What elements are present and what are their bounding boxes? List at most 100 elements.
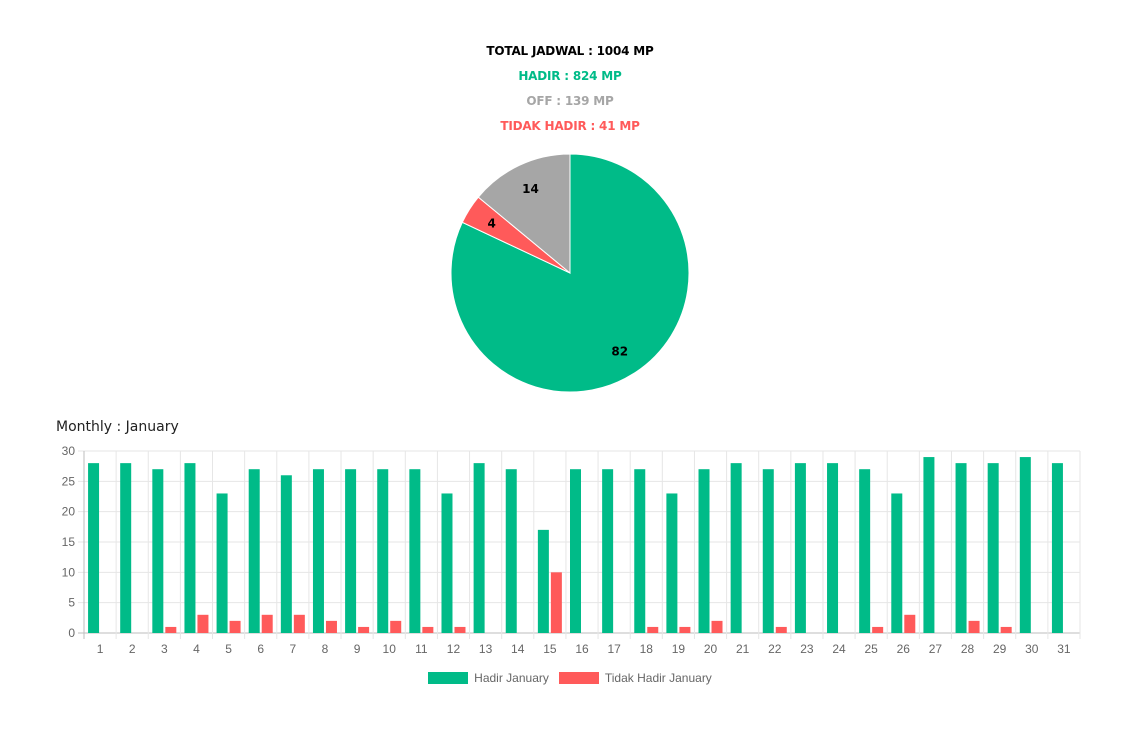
x-tick-label: 28	[961, 642, 975, 656]
bar-hadir[interactable]	[634, 469, 646, 633]
bar-tidak-hadir[interactable]	[261, 614, 273, 633]
x-tick-label: 11	[415, 642, 428, 656]
x-tick-label: 2	[129, 642, 136, 656]
bar-hadir[interactable]	[859, 469, 871, 633]
bar-tidak-hadir[interactable]	[711, 620, 723, 633]
bar-tidak-hadir[interactable]	[358, 626, 370, 633]
bar-hadir[interactable]	[505, 469, 517, 633]
bar-hadir[interactable]	[377, 469, 389, 633]
bar-tidak-hadir[interactable]	[1000, 626, 1012, 633]
bar-hadir[interactable]	[987, 463, 999, 633]
x-tick-label: 29	[993, 642, 1007, 656]
bar-hadir[interactable]	[280, 475, 292, 633]
bar-hadir[interactable]	[473, 463, 485, 633]
bar-hadir[interactable]	[570, 469, 581, 633]
bar-hadir[interactable]	[345, 469, 357, 633]
x-tick-label: 25	[864, 642, 878, 656]
bar-hadir[interactable]	[184, 463, 196, 633]
bar-hadir[interactable]	[1051, 463, 1063, 633]
bar-hadir[interactable]	[827, 463, 839, 633]
legend-label-tidak-hadir: Tidak Hadir January	[604, 671, 712, 685]
bar-tidak-hadir[interactable]	[422, 626, 434, 633]
bar-tidak-hadir[interactable]	[454, 626, 466, 633]
bar-hadir[interactable]	[730, 463, 742, 633]
bar-hadir[interactable]	[923, 457, 935, 633]
bar-chart-legend: Hadir January Tidak Hadir January	[0, 671, 1140, 685]
x-tick-label: 4	[193, 642, 200, 656]
y-tick-label: 0	[68, 626, 75, 640]
bar-hadir[interactable]	[120, 463, 132, 633]
y-tick-label: 30	[62, 444, 76, 458]
x-tick-label: 15	[543, 642, 557, 656]
y-tick-label: 20	[62, 505, 76, 519]
x-tick-label: 8	[322, 642, 329, 656]
x-tick-label: 31	[1057, 642, 1071, 656]
x-tick-label: 16	[575, 642, 589, 656]
y-tick-label: 10	[62, 565, 76, 579]
x-tick-label: 1	[97, 642, 104, 656]
bar-tidak-hadir[interactable]	[550, 572, 562, 633]
summary-tidak-hadir: TIDAK HADIR : 41 MP	[500, 119, 640, 133]
bar-tidak-hadir[interactable]	[679, 626, 691, 633]
bar-tidak-hadir[interactable]	[872, 626, 884, 633]
y-tick-label: 5	[68, 596, 75, 610]
bar-hadir[interactable]	[409, 469, 421, 633]
y-tick-label: 15	[62, 535, 76, 549]
summary-off: OFF : 139 MP	[526, 94, 614, 108]
x-tick-label: 19	[672, 642, 686, 656]
summary-hadir: HADIR : 824 MP	[518, 69, 622, 83]
x-tick-label: 3	[161, 642, 168, 656]
bar-tidak-hadir[interactable]	[325, 620, 337, 633]
bar-tidak-hadir[interactable]	[293, 614, 305, 633]
x-tick-label: 7	[289, 642, 296, 656]
bar-hadir[interactable]	[537, 529, 549, 633]
legend-label-hadir: Hadir January	[474, 671, 549, 685]
x-tick-label: 27	[929, 642, 943, 656]
x-tick-label: 17	[607, 642, 621, 656]
x-tick-label: 20	[704, 642, 718, 656]
bar-hadir[interactable]	[216, 493, 228, 633]
x-tick-label: 6	[257, 642, 264, 656]
summary-total: TOTAL JADWAL : 1004 MP	[486, 44, 654, 58]
bar-hadir[interactable]	[441, 493, 453, 633]
legend-item-tidak-hadir[interactable]: Tidak Hadir January	[558, 671, 712, 685]
x-tick-label: 24	[832, 642, 846, 656]
bar-hadir[interactable]	[762, 469, 774, 633]
bar-tidak-hadir[interactable]	[647, 626, 659, 633]
bar-hadir[interactable]	[602, 469, 614, 633]
x-tick-label: 26	[897, 642, 911, 656]
bar-tidak-hadir[interactable]	[775, 626, 787, 633]
bar-hadir[interactable]	[152, 469, 164, 633]
bar-tidak-hadir[interactable]	[904, 614, 916, 633]
x-tick-label: 14	[511, 642, 525, 656]
x-tick-label: 18	[640, 642, 654, 656]
bar-hadir[interactable]	[312, 469, 324, 633]
legend-swatch-tidak-hadir	[558, 672, 599, 684]
bar-hadir[interactable]	[248, 469, 260, 633]
bar-hadir[interactable]	[698, 469, 710, 633]
bar-hadir[interactable]	[666, 493, 678, 633]
bar-hadir[interactable]	[891, 493, 903, 633]
bar-hadir[interactable]	[794, 463, 806, 633]
bar-tidak-hadir[interactable]	[968, 620, 980, 633]
x-tick-label: 5	[225, 642, 232, 656]
bar-hadir[interactable]	[88, 463, 100, 633]
legend-swatch-hadir	[428, 672, 469, 684]
x-tick-label: 13	[479, 642, 493, 656]
x-tick-label: 21	[736, 642, 750, 656]
bar-tidak-hadir[interactable]	[197, 614, 209, 633]
monthly-chart-title: Monthly : January	[56, 419, 179, 435]
x-tick-label: 30	[1025, 642, 1039, 656]
bar-tidak-hadir[interactable]	[165, 626, 177, 633]
x-tick-label: 22	[768, 642, 782, 656]
bar-hadir[interactable]	[955, 463, 967, 633]
bar-tidak-hadir[interactable]	[390, 620, 402, 633]
legend-item-hadir[interactable]: Hadir January	[428, 671, 549, 685]
bar-hadir[interactable]	[1019, 457, 1031, 633]
bar-tidak-hadir[interactable]	[229, 620, 241, 633]
y-tick-label: 25	[62, 474, 76, 488]
x-tick-label: 23	[800, 642, 814, 656]
x-tick-label: 10	[383, 642, 397, 656]
x-tick-label: 12	[447, 642, 461, 656]
